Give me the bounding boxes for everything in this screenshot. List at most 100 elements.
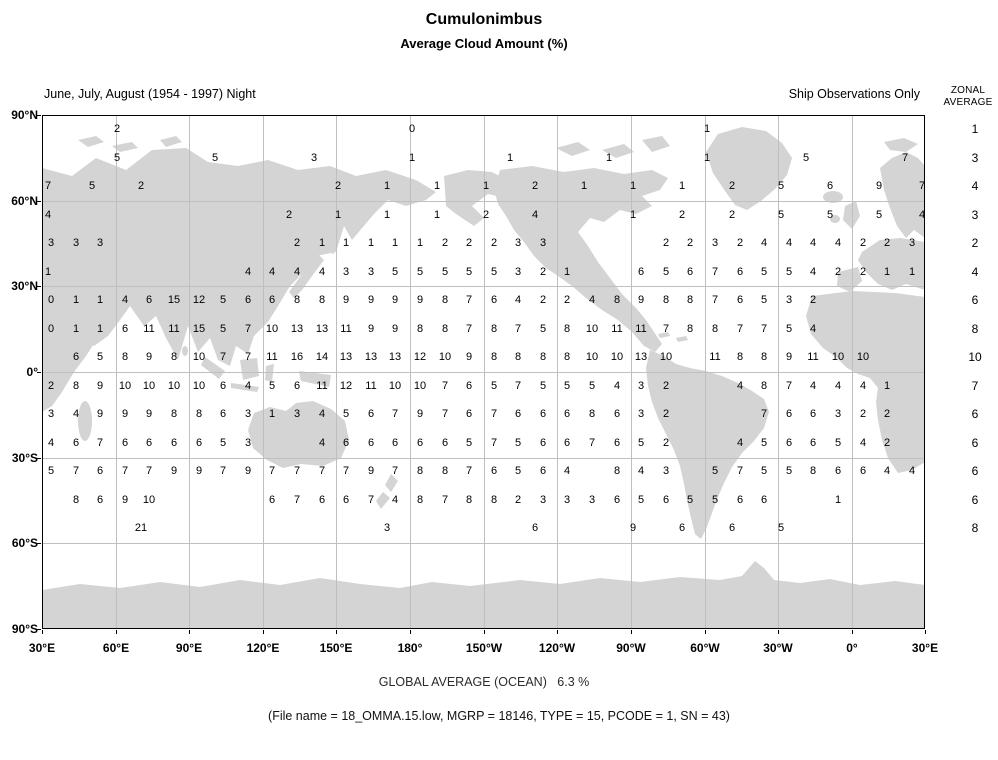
x-axis-tick bbox=[189, 630, 190, 634]
plot-frame bbox=[42, 115, 925, 629]
landmass-iberia bbox=[837, 267, 862, 292]
landmass-east-africa bbox=[42, 314, 95, 412]
x-axis-tick bbox=[263, 630, 264, 634]
zonal-average-value-0-10S: 7 bbox=[971, 379, 979, 393]
grid-lines bbox=[42, 115, 925, 629]
x-axis-label: 120°W bbox=[538, 641, 576, 655]
zonal-average-header-line2: AVERAGE bbox=[943, 97, 993, 108]
zonal-average-value-10S-20S: 6 bbox=[971, 407, 979, 421]
zonal-average-value-30S-40S: 6 bbox=[971, 464, 979, 478]
landmass-canadian-arctic bbox=[602, 144, 634, 158]
x-axis-tick bbox=[925, 630, 926, 634]
x-axis-tick bbox=[557, 630, 558, 634]
landmass-caribbean bbox=[658, 332, 670, 338]
x-axis-tick bbox=[705, 630, 706, 634]
landmass-new-guinea bbox=[299, 371, 331, 387]
y-axis-tick bbox=[37, 201, 41, 202]
landmass-australia bbox=[248, 401, 349, 468]
x-axis-label: 60°E bbox=[102, 641, 130, 655]
landmass-british-isles bbox=[843, 201, 860, 229]
x-axis-label: 0° bbox=[846, 641, 858, 655]
zonal-average-value-50S-60S: 8 bbox=[971, 521, 979, 535]
page-subtitle: Average Cloud Amount (%) bbox=[400, 36, 568, 51]
landmass-sri-lanka bbox=[182, 346, 188, 356]
y-axis-label: 30°S bbox=[11, 451, 38, 465]
landmass-new-zealand bbox=[376, 492, 390, 509]
world-map-plot bbox=[42, 115, 925, 629]
x-axis-tick bbox=[410, 630, 411, 634]
landmass-west-africa bbox=[806, 291, 925, 473]
landmass-north-america bbox=[494, 166, 668, 352]
y-axis-label: 90°S bbox=[11, 622, 38, 636]
x-axis-label: 180° bbox=[397, 641, 423, 655]
landmass-canadian-arctic bbox=[642, 136, 670, 152]
zonal-average-value-0-10N: 10 bbox=[968, 350, 982, 364]
x-axis-label: 30°W bbox=[763, 641, 793, 655]
landmass-scandinavia bbox=[880, 152, 925, 238]
x-axis-label: 30°E bbox=[28, 641, 56, 655]
landmass-south-america bbox=[646, 350, 769, 539]
landmass-java bbox=[231, 383, 259, 392]
x-axis-tick bbox=[852, 630, 853, 634]
zonal-average-value-20N-30N: 6 bbox=[971, 293, 979, 307]
y-axis-tick bbox=[37, 458, 41, 459]
x-axis-tick bbox=[484, 630, 485, 634]
zonal-average-value-30N-40N: 4 bbox=[971, 265, 979, 279]
x-axis-tick bbox=[336, 630, 337, 634]
x-axis-label: 90°E bbox=[175, 641, 203, 655]
y-axis-label: 60°N bbox=[11, 194, 38, 208]
landmass-arctic-island bbox=[160, 136, 182, 147]
x-axis-tick bbox=[116, 630, 117, 634]
zonal-average-value-40N-50N: 2 bbox=[971, 236, 979, 250]
y-axis-label: 0° bbox=[26, 365, 38, 379]
y-axis-tick bbox=[37, 543, 41, 544]
y-axis-label: 90°N bbox=[11, 108, 38, 122]
observations-source-label: Ship Observations Only bbox=[788, 87, 920, 101]
landmass-arctic-island bbox=[78, 136, 104, 147]
y-axis-label: 30°N bbox=[11, 279, 38, 293]
x-axis-label: 150°E bbox=[319, 641, 353, 655]
landmasses bbox=[42, 127, 925, 629]
x-axis-tick bbox=[778, 630, 779, 634]
y-axis-tick bbox=[37, 115, 41, 116]
file-info-label: (File name = 18_OMMA.15.low, MGRP = 1814… bbox=[268, 709, 730, 723]
y-axis-label: 60°S bbox=[11, 536, 38, 550]
landmass-svalbard bbox=[884, 138, 918, 152]
landmass-arctic-island bbox=[112, 142, 138, 152]
x-axis-label: 150°W bbox=[465, 641, 503, 655]
landmass-ireland bbox=[830, 215, 840, 223]
zonal-average-value-80N-90N: 1 bbox=[971, 122, 979, 136]
landmass-borneo bbox=[240, 358, 259, 380]
x-axis-label: 120°E bbox=[246, 641, 280, 655]
global-average-label: GLOBAL AVERAGE (OCEAN) 6.3 % bbox=[378, 675, 590, 689]
zonal-average-value-20S-30S: 6 bbox=[971, 436, 979, 450]
landmass-sakhalin bbox=[328, 228, 336, 254]
x-axis-tick bbox=[631, 630, 632, 634]
landmass-europe bbox=[858, 238, 925, 290]
x-axis-tick bbox=[42, 630, 43, 634]
zonal-average-header-line1: ZONAL bbox=[950, 85, 986, 96]
landmass-iceland bbox=[823, 191, 843, 203]
landmass-greenland bbox=[706, 127, 792, 210]
landmass-madagascar bbox=[78, 401, 92, 441]
zonal-average-value-40S-50S: 6 bbox=[971, 493, 979, 507]
zonal-average-value-60N-70N: 4 bbox=[971, 179, 979, 193]
landmass-eurasia bbox=[42, 148, 436, 366]
zonal-average-value-50N-60N: 3 bbox=[971, 208, 979, 222]
landmass-antarctica bbox=[42, 561, 925, 629]
y-axis-tick bbox=[37, 286, 41, 287]
landmass-sumatra bbox=[201, 357, 225, 379]
season-period-label: June, July, August (1954 - 1997) Night bbox=[44, 87, 256, 101]
page-title: Cumulonimbus bbox=[425, 11, 543, 28]
x-axis-label: 60°W bbox=[690, 641, 720, 655]
landmass-caribbean bbox=[676, 336, 688, 342]
zonal-average-value-10N-20N: 8 bbox=[971, 322, 979, 336]
y-axis-tick bbox=[37, 629, 41, 630]
landmass-canadian-arctic bbox=[556, 142, 590, 156]
zonal-average-value-70N-80N: 3 bbox=[971, 151, 979, 165]
x-axis-label: 90°W bbox=[616, 641, 646, 655]
y-axis-tick bbox=[37, 372, 41, 373]
